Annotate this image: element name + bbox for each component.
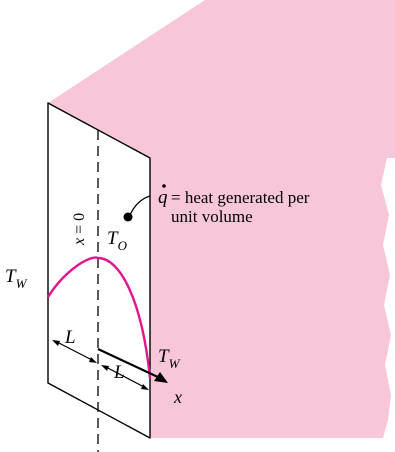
l-right-arrowhead-end (141, 384, 149, 390)
slab-top-face (48, 0, 395, 158)
heat-generated-label-line2: unit volume (171, 207, 253, 226)
slab-side-face (150, 158, 391, 438)
l-right-dimension-arrow (103, 365, 147, 389)
l-right-arrowhead-start (101, 365, 109, 371)
heat-generated-label-line1: = heat generated per (171, 188, 310, 207)
slab-front-face (47, 102, 151, 439)
l-left-label: L (64, 327, 76, 348)
l-left-arrowhead-end (89, 357, 97, 363)
q-dot-overdot (162, 184, 166, 188)
temperature-profile-curve (46, 256, 152, 379)
t-w-left-label: TW (5, 266, 28, 291)
l-left-dimension-arrow (54, 340, 95, 362)
t-o-label: TO (107, 228, 128, 253)
q-dot-symbol: q (158, 187, 168, 208)
l-right-label: L (113, 362, 125, 383)
x-equals-zero-label: x= 0 (71, 213, 88, 246)
x-axis-line (97, 348, 161, 379)
x-axis-arrowhead (154, 372, 168, 383)
t-w-right-label: TW (158, 346, 181, 371)
heat-label-leader-line (129, 195, 151, 216)
x-axis-label: x (173, 387, 182, 407)
l-left-arrowhead-start (52, 340, 60, 346)
